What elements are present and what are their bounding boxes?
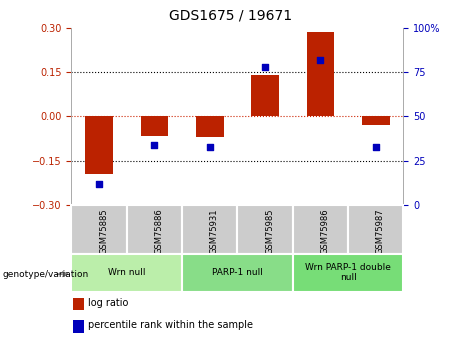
Point bbox=[317, 57, 324, 62]
Text: log ratio: log ratio bbox=[89, 297, 129, 307]
Point bbox=[151, 142, 158, 148]
Text: GSM75886: GSM75886 bbox=[154, 209, 164, 254]
Text: Wrn null: Wrn null bbox=[108, 268, 146, 277]
Text: GSM75931: GSM75931 bbox=[210, 209, 219, 254]
Text: PARP-1 null: PARP-1 null bbox=[212, 268, 263, 277]
Bar bbox=[348, 205, 403, 254]
Text: genotype/variation: genotype/variation bbox=[2, 270, 89, 279]
Text: GSM75986: GSM75986 bbox=[320, 209, 330, 254]
Bar bbox=[251, 75, 279, 116]
Bar bbox=[293, 205, 348, 254]
Point bbox=[372, 144, 379, 149]
Bar bbox=[182, 205, 237, 254]
Text: percentile rank within the sample: percentile rank within the sample bbox=[89, 320, 254, 330]
Text: GSM75985: GSM75985 bbox=[265, 209, 274, 254]
Bar bbox=[71, 254, 182, 292]
Bar bbox=[237, 205, 293, 254]
Bar bbox=[196, 116, 224, 137]
Text: GSM75987: GSM75987 bbox=[376, 209, 385, 254]
Point bbox=[206, 144, 213, 149]
Bar bbox=[307, 32, 334, 116]
Bar bbox=[141, 116, 168, 136]
Bar bbox=[127, 205, 182, 254]
Bar bbox=[293, 254, 403, 292]
Point bbox=[261, 64, 269, 69]
Bar bbox=[73, 320, 84, 333]
Bar bbox=[362, 116, 390, 125]
Point bbox=[95, 181, 103, 187]
Text: GSM75885: GSM75885 bbox=[99, 209, 108, 254]
Bar bbox=[182, 254, 293, 292]
Text: Wrn PARP-1 double
null: Wrn PARP-1 double null bbox=[305, 263, 391, 282]
Bar bbox=[71, 205, 127, 254]
Bar bbox=[85, 116, 113, 174]
Bar bbox=[73, 298, 84, 310]
Text: GDS1675 / 19671: GDS1675 / 19671 bbox=[169, 9, 292, 23]
